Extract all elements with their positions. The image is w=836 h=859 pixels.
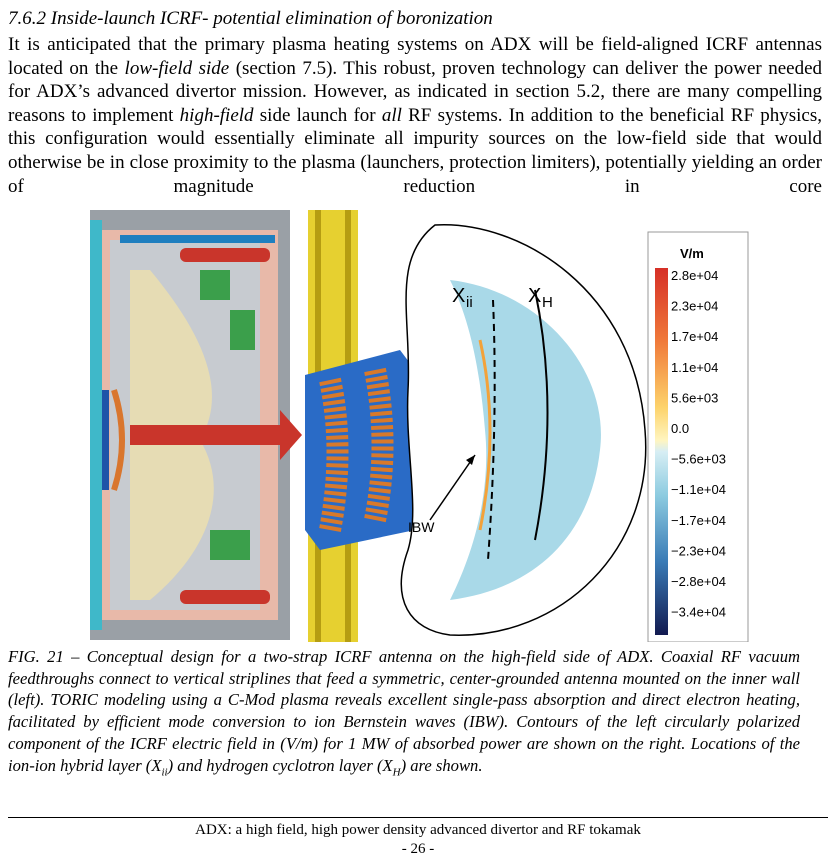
text-run: low-field side xyxy=(124,57,230,79)
text-run: ) are shown. xyxy=(400,755,483,775)
text-run: ) and hydrogen cyclotron layer (X xyxy=(167,755,393,775)
body-paragraph: It is anticipated that the primary plasm… xyxy=(8,33,822,198)
colorbar xyxy=(647,231,749,642)
subscript: ii xyxy=(161,765,168,778)
colorbar-label: 2.8e+04 xyxy=(671,268,718,283)
colorbar-label: −1.7e+04 xyxy=(671,513,726,528)
colorbar-unit: V/m xyxy=(680,246,704,261)
text-run: all xyxy=(381,104,402,126)
layer-label-sub: H xyxy=(542,294,553,311)
colorbar-label: −3.4e+04 xyxy=(671,605,726,620)
subscript: H xyxy=(392,765,401,778)
colorbar-label: −2.8e+04 xyxy=(671,574,726,589)
text-run: (section 7.5). This robust, proven techn… xyxy=(8,57,823,126)
text-run: FIG. 21 – Conceptual design for a two-st… xyxy=(8,647,800,775)
colorbar-label: −5.6e+03 xyxy=(671,452,726,467)
colorbar-label: 2.3e+04 xyxy=(671,299,718,314)
layer-label-sub: ii xyxy=(466,294,473,311)
colorbar-label: 0.0 xyxy=(671,421,689,436)
colorbar-label: −2.3e+04 xyxy=(671,543,726,558)
figure-caption: FIG. 21 – Conceptual design for a two-st… xyxy=(8,646,800,784)
ibw-label: IBW xyxy=(408,519,435,535)
colorbar-label: −1.1e+04 xyxy=(671,482,726,497)
footer-title: ADX: a high field, high power density ad… xyxy=(195,822,641,838)
colorbar-label: 5.6e+03 xyxy=(671,390,718,405)
plasma-map xyxy=(400,224,647,636)
text-run: side launch for xyxy=(253,104,382,126)
colorbar-label: 1.7e+04 xyxy=(671,329,718,344)
figure: V/m 2.8e+04 2.3e+04 1.7e+04 1.1e+04 5.6e+03 0.… xyxy=(90,210,749,642)
text-run: high-field xyxy=(179,104,254,126)
text-run: RF systems. In addition to the beneficia… xyxy=(8,104,822,197)
cad-view xyxy=(90,210,302,640)
layer-label: X xyxy=(452,285,465,307)
text-run: It is anticipated that the primary plasm… xyxy=(8,34,822,79)
layer-label: X xyxy=(528,285,541,307)
footer-rule xyxy=(8,817,828,818)
page-number: - 26 - xyxy=(401,841,435,857)
colorbar-label: 1.1e+04 xyxy=(671,360,718,375)
antenna xyxy=(305,210,415,642)
section-heading: 7.6.2 Inside-launch ICRF- potential elim… xyxy=(8,8,493,29)
